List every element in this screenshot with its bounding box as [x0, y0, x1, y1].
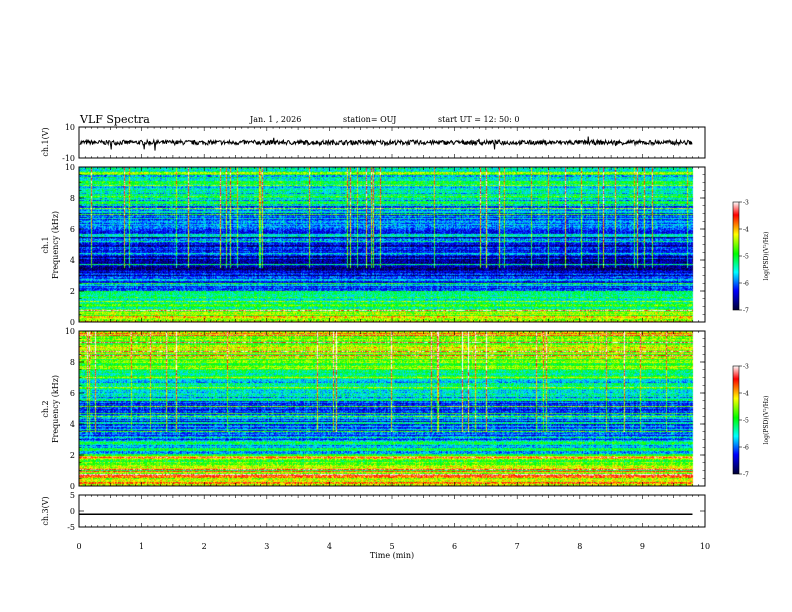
colorbar-tick-label: -4	[743, 227, 749, 234]
time-tick-label: 5	[389, 542, 394, 551]
time-axis-label: Time (min)	[370, 551, 414, 560]
ch2-spectrogram-heatmap	[79, 331, 705, 486]
y-tick-label: 8	[70, 194, 75, 203]
y-tick-label: 10	[65, 163, 75, 172]
colorbar-tick-label: -5	[743, 254, 749, 261]
colorbar-tick-label: -3	[743, 200, 749, 207]
ch1-waveform-panel: 10 -10 ch.1(V)	[41, 123, 706, 163]
ch2-spectrogram-ylabel-frequency: Frequency (kHz)	[51, 375, 60, 443]
ch1-waveform-trace	[79, 136, 693, 151]
ch2-colorbar-gradient	[732, 365, 740, 475]
time-tick-label: 7	[515, 542, 520, 551]
ch1-spectrogram-ylabel-channel: ch.1	[41, 236, 50, 253]
colorbar-tick-label: -4	[743, 391, 749, 398]
ch2-spectrogram-panel: 0 2 4 6 8 10 ch.2 Frequency (kHz)	[41, 327, 706, 491]
ch1-colorbar-ticks: -3 -4 -5 -6 -7	[739, 200, 749, 315]
ch2-colorbar-label: log(PSD)(V²/Hz)	[763, 396, 770, 445]
time-tick-label: 10	[700, 542, 710, 551]
time-tick-label: 0	[76, 542, 81, 551]
ch2-spectrogram-ylabel-channel: ch.2	[41, 400, 50, 417]
ch2-colorbar-ticks: -3 -4 -5 -6 -7	[739, 364, 749, 479]
ch3-waveform-ylabel: ch.3(V)	[41, 496, 50, 525]
colorbar-tick-label: -5	[743, 418, 749, 425]
time-tick-label: 2	[202, 542, 207, 551]
time-tick-label: 4	[327, 542, 332, 551]
ch3-waveform-panel: 5 0 -5 ch.3(V)	[41, 491, 706, 532]
y-tick-label: -10	[62, 154, 75, 163]
ch1-colorbar-gradient	[732, 201, 740, 311]
ch2-spectrogram-axis: 0 2 4 6 8 10	[65, 327, 706, 491]
station-label: station= OUJ	[343, 115, 396, 124]
y-tick-label: 4	[70, 420, 75, 429]
ch2-spectrogram-image-holder	[79, 331, 705, 486]
y-tick-label: 2	[70, 287, 75, 296]
colorbar-tick-label: -7	[743, 472, 749, 479]
y-tick-label: 0	[70, 318, 75, 327]
ch1-waveform-ylabel: ch.1(V)	[41, 127, 50, 156]
y-tick-label: 2	[70, 451, 75, 460]
colorbar-tick-label: -7	[743, 308, 749, 315]
time-tick-label: 8	[577, 542, 582, 551]
ch1-spectrogram-ylabel-frequency: Frequency (kHz)	[51, 211, 60, 279]
ch1-waveform-ticks: 10 -10	[62, 123, 706, 163]
colorbar-tick-label: -6	[743, 445, 749, 452]
ch1-spectrogram-image-holder	[79, 167, 705, 322]
y-tick-label: 8	[70, 358, 75, 367]
colorbar-tick-label: -6	[743, 281, 749, 288]
start-time-label: start UT = 12: 50: 0	[438, 115, 519, 124]
y-tick-label: 5	[70, 491, 75, 500]
ch3-waveform-frame	[78, 494, 706, 528]
ch1-spectrogram-panel: 0 2 4 6 8 10 ch.1 Frequency (kHz)	[41, 163, 706, 327]
y-tick-label: -5	[67, 523, 75, 532]
y-tick-label: 0	[70, 482, 75, 491]
ch1-colorbar: -3 -4 -5 -6 -7 log(PSD)(V²/Hz)	[732, 200, 770, 315]
y-tick-label: 10	[65, 327, 75, 336]
ch2-colorbar: -3 -4 -5 -6 -7 log(PSD)(V²/Hz)	[732, 364, 770, 479]
y-tick-label: 10	[65, 123, 75, 132]
figure-title: VLF Spectra	[79, 113, 150, 126]
time-tick-label: 1	[139, 542, 144, 551]
time-tick-label: 6	[452, 542, 457, 551]
y-tick-label: 4	[70, 256, 75, 265]
y-tick-label: 6	[70, 225, 75, 234]
ch1-spectrogram-heatmap	[79, 167, 705, 322]
ch1-spectrogram-axis: 0 2 4 6 8 10	[65, 163, 706, 327]
time-axis: 0 1 2 3 4 5 6 7 8 9 10	[76, 542, 710, 551]
time-tick-label: 9	[640, 542, 645, 551]
time-tick-label: 3	[264, 542, 269, 551]
y-tick-label: 6	[70, 389, 75, 398]
date-label: Jan. 1 , 2026	[249, 115, 301, 124]
colorbar-tick-label: -3	[743, 364, 749, 371]
ch1-colorbar-label: log(PSD)(V²/Hz)	[763, 232, 770, 281]
ch3-waveform-ticks: 5 0 -5	[67, 491, 706, 532]
y-tick-label: 0	[70, 507, 75, 516]
